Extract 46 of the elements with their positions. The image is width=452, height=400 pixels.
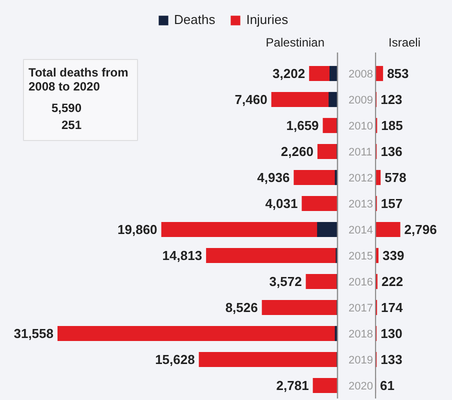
chart-title: Palestinian [266, 36, 325, 50]
y-tick-label: 2020 [348, 380, 373, 392]
data-label: 130 [380, 326, 402, 341]
y-tick-label: 2008 [348, 68, 373, 80]
data-label: 3,202 [272, 66, 306, 81]
annotation: 5,590 [51, 101, 82, 115]
data-label: 185 [381, 118, 403, 133]
data-label: 14,813 [162, 248, 202, 263]
legend-label: Injuries [246, 12, 288, 27]
data-label: 4,031 [265, 196, 298, 211]
y-tick-label: 2018 [348, 328, 373, 340]
y-tick-label: 2019 [348, 354, 373, 366]
data-label: 15,628 [155, 352, 195, 367]
legend-label: Deaths [174, 12, 216, 27]
data-label: 133 [380, 352, 402, 367]
data-label: 8,526 [225, 300, 258, 315]
data-label: 123 [380, 92, 402, 107]
data-label: 31,558 [14, 326, 54, 341]
data-label: 2,260 [280, 144, 314, 159]
data-label: 4,936 [257, 170, 290, 185]
data-label: 3,572 [269, 274, 302, 289]
y-tick-label: 2017 [348, 302, 373, 314]
data-label: 1,659 [286, 118, 319, 133]
data-label: 7,460 [234, 92, 268, 107]
y-tick-label: 2013 [348, 198, 373, 210]
data-label: 157 [380, 196, 403, 211]
data-label: 174 [381, 300, 404, 315]
chart-title: Israeli [388, 36, 421, 50]
data-label: 339 [382, 248, 404, 263]
y-tick-label: 2016 [348, 276, 373, 288]
y-tick-label: 2012 [348, 172, 373, 184]
y-tick-label: 2011 [348, 146, 372, 158]
data-label: 136 [380, 144, 402, 159]
y-tick-label: 2009 [348, 94, 373, 106]
data-label: 19,860 [118, 222, 158, 237]
data-label: 2,781 [276, 378, 309, 393]
data-label: 578 [384, 170, 406, 185]
y-tick-label: 2015 [348, 250, 373, 262]
annotation: 251 [61, 118, 82, 132]
y-tick-label: 2010 [348, 120, 373, 132]
data-label: 2,796 [404, 222, 437, 237]
data-label: 853 [387, 66, 409, 81]
text: Total deaths from 2008 to 2020 [28, 66, 128, 94]
data-label: 61 [380, 378, 395, 393]
data-label: 222 [381, 274, 404, 289]
y-tick-label: 2014 [348, 224, 373, 236]
